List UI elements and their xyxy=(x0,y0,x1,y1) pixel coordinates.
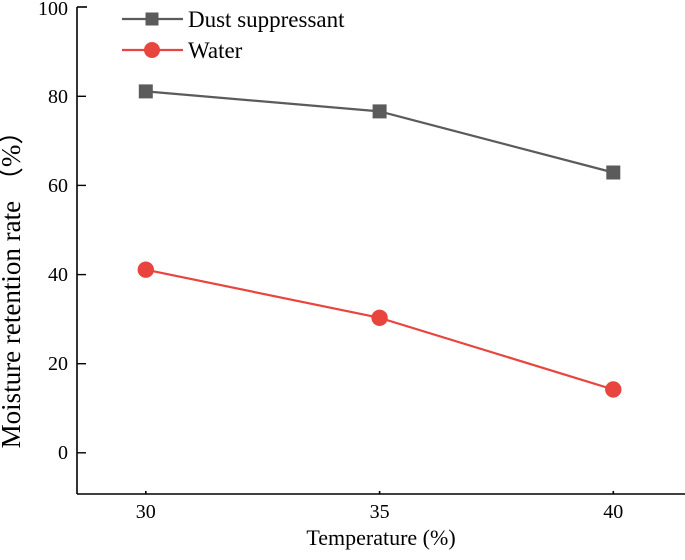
svg-text:0: 0 xyxy=(58,442,68,464)
svg-text:30: 30 xyxy=(136,501,156,523)
svg-text:40: 40 xyxy=(48,264,68,286)
svg-text:80: 80 xyxy=(48,86,68,108)
svg-text:Temperature (%): Temperature (%) xyxy=(306,525,455,550)
svg-text:35: 35 xyxy=(370,501,390,523)
svg-text:60: 60 xyxy=(48,175,68,197)
svg-text:40: 40 xyxy=(603,501,623,523)
svg-text:Water: Water xyxy=(188,38,243,63)
svg-text:Dust suppressant: Dust suppressant xyxy=(188,7,345,32)
svg-text:Moisture retention rate （%）: Moisture retention rate （%） xyxy=(0,118,26,449)
svg-text:20: 20 xyxy=(48,353,68,375)
svg-text:100: 100 xyxy=(38,0,68,20)
